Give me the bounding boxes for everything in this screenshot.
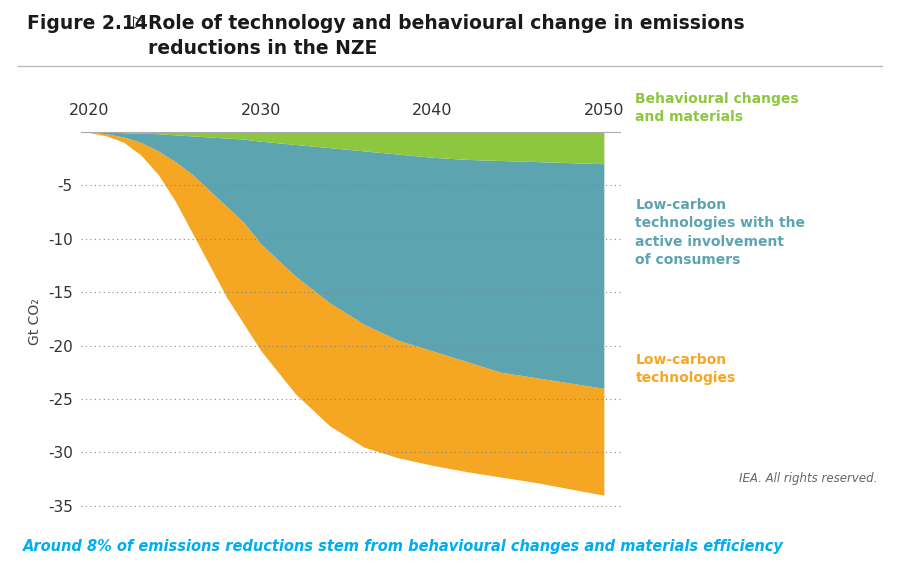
Text: reductions in the NZE: reductions in the NZE bbox=[148, 39, 378, 58]
Text: Around 8% of emissions reductions stem from behavioural changes and materials ef: Around 8% of emissions reductions stem f… bbox=[22, 539, 783, 554]
Text: Behavioural changes
and materials: Behavioural changes and materials bbox=[635, 92, 799, 124]
Text: Figure 2.14: Figure 2.14 bbox=[27, 14, 148, 33]
Text: ▷: ▷ bbox=[133, 14, 146, 32]
Text: Role of technology and behavioural change in emissions: Role of technology and behavioural chang… bbox=[148, 14, 745, 33]
Text: Low-carbon
technologies: Low-carbon technologies bbox=[635, 353, 735, 385]
Text: Low-carbon
technologies with the
active involvement
of consumers: Low-carbon technologies with the active … bbox=[635, 198, 806, 267]
Text: IEA. All rights reserved.: IEA. All rights reserved. bbox=[739, 472, 878, 485]
Y-axis label: Gt CO₂: Gt CO₂ bbox=[28, 298, 42, 345]
